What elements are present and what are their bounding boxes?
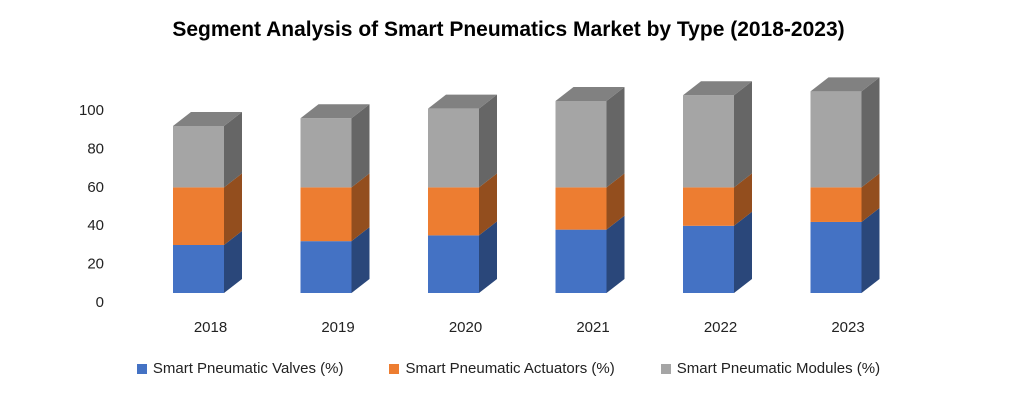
bar-top-smart-pneumatic-modules-2023 bbox=[810, 77, 880, 92]
bar-smart-pneumatic-modules-2021 bbox=[555, 101, 607, 188]
bar-smart-pneumatic-actuators-2020 bbox=[428, 187, 479, 236]
y-tick-label: 0 bbox=[96, 294, 104, 311]
bar-side-smart-pneumatic-valves-2023 bbox=[861, 207, 880, 293]
bar-side-smart-pneumatic-actuators-2023 bbox=[861, 173, 880, 222]
legend-swatch bbox=[389, 363, 400, 374]
bar-smart-pneumatic-valves-2022 bbox=[683, 225, 734, 293]
legend-swatch bbox=[136, 363, 147, 374]
bar-smart-pneumatic-valves-2020 bbox=[428, 235, 479, 293]
bar-side-smart-pneumatic-modules-2019 bbox=[351, 104, 370, 188]
x-tick-label: 2022 bbox=[704, 319, 737, 336]
y-tick-label: 80 bbox=[87, 140, 104, 157]
chart-title: Segment Analysis of Smart Pneumatics Mar… bbox=[172, 18, 845, 41]
bar-side-smart-pneumatic-valves-2022 bbox=[734, 211, 752, 293]
y-tick-label: 100 bbox=[79, 102, 104, 119]
bar-smart-pneumatic-valves-2019 bbox=[300, 241, 352, 293]
bar-side-smart-pneumatic-actuators-2022 bbox=[734, 173, 752, 226]
bar-side-smart-pneumatic-valves-2019 bbox=[351, 227, 370, 293]
bar-side-smart-pneumatic-actuators-2018 bbox=[224, 173, 242, 245]
bar-smart-pneumatic-actuators-2019 bbox=[300, 187, 352, 242]
bar-smart-pneumatic-modules-2018 bbox=[173, 125, 224, 188]
legend-label: Smart Pneumatic Valves (%) bbox=[152, 360, 344, 377]
bar-top-smart-pneumatic-modules-2022 bbox=[683, 81, 752, 96]
bar-top-smart-pneumatic-modules-2020 bbox=[428, 94, 497, 109]
x-tick-label: 2020 bbox=[449, 319, 482, 336]
bar-smart-pneumatic-actuators-2018 bbox=[173, 187, 224, 245]
bar-side-smart-pneumatic-actuators-2019 bbox=[351, 173, 370, 242]
legend: Smart Pneumatic Valves (%) Smart Pneumati… bbox=[0, 360, 1017, 377]
y-tick-label: 20 bbox=[87, 256, 104, 273]
bar-smart-pneumatic-actuators-2023 bbox=[810, 187, 862, 222]
y-tick-label: 40 bbox=[87, 217, 104, 234]
bar-top-smart-pneumatic-modules-2018 bbox=[173, 111, 242, 126]
bar-side-smart-pneumatic-valves-2020 bbox=[479, 221, 497, 293]
x-tick-label: 2023 bbox=[831, 319, 864, 336]
bar-smart-pneumatic-actuators-2022 bbox=[683, 187, 734, 226]
bar-side-smart-pneumatic-valves-2018 bbox=[224, 231, 242, 293]
bar-side-smart-pneumatic-valves-2021 bbox=[606, 215, 625, 293]
bar-smart-pneumatic-modules-2020 bbox=[428, 108, 479, 188]
bar-smart-pneumatic-valves-2023 bbox=[810, 221, 862, 293]
legend-item: Smart Pneumatic Modules (%) bbox=[660, 360, 881, 377]
y-tick-label: 60 bbox=[87, 179, 104, 196]
legend-swatch bbox=[660, 363, 671, 374]
legend-label: Smart Pneumatic Modules (%) bbox=[676, 360, 881, 377]
bar-side-smart-pneumatic-modules-2018 bbox=[224, 111, 242, 188]
legend-item: Smart Pneumatic Valves (%) bbox=[136, 360, 344, 377]
bar-side-smart-pneumatic-modules-2021 bbox=[606, 87, 625, 188]
bar-side-smart-pneumatic-actuators-2021 bbox=[606, 173, 625, 230]
bar-smart-pneumatic-modules-2023 bbox=[810, 91, 862, 188]
bar-top-smart-pneumatic-modules-2019 bbox=[300, 104, 370, 119]
x-tick-label: 2018 bbox=[194, 319, 227, 336]
bar-smart-pneumatic-valves-2021 bbox=[555, 229, 607, 293]
legend-item: Smart Pneumatic Actuators (%) bbox=[389, 360, 615, 377]
bar-side-smart-pneumatic-modules-2023 bbox=[861, 77, 880, 188]
x-tick-label: 2021 bbox=[576, 319, 609, 336]
bar-side-smart-pneumatic-modules-2020 bbox=[479, 94, 497, 188]
legend-label: Smart Pneumatic Actuators (%) bbox=[405, 360, 615, 377]
bar-side-smart-pneumatic-modules-2022 bbox=[734, 81, 752, 188]
bar-smart-pneumatic-modules-2022 bbox=[683, 95, 734, 188]
bar-top-smart-pneumatic-modules-2021 bbox=[555, 87, 625, 101]
x-tick-label: 2019 bbox=[321, 319, 354, 336]
bar-smart-pneumatic-actuators-2021 bbox=[555, 187, 607, 230]
bar-side-smart-pneumatic-actuators-2020 bbox=[479, 173, 497, 236]
bar-smart-pneumatic-modules-2019 bbox=[300, 118, 352, 188]
bar-smart-pneumatic-valves-2018 bbox=[173, 245, 224, 293]
